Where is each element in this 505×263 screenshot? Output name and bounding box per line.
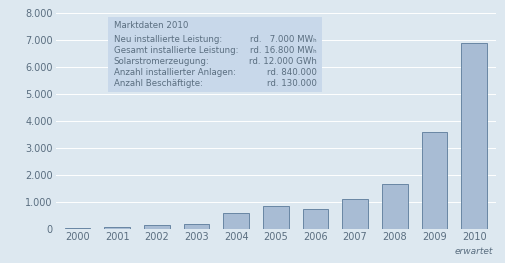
Bar (263, 206, 288, 229)
Text: Marktdaten 2010: Marktdaten 2010 (114, 21, 188, 30)
Text: Anzahl Beschäftigte:: Anzahl Beschäftigte: (114, 79, 203, 88)
Bar (104, 227, 130, 229)
Bar (223, 213, 248, 229)
Bar (302, 209, 328, 229)
Bar (421, 132, 446, 229)
FancyBboxPatch shape (108, 17, 321, 92)
Text: Neu installierte Leistung:: Neu installierte Leistung: (114, 36, 222, 44)
Text: Anzahl installierter Anlagen:: Anzahl installierter Anlagen: (114, 68, 235, 77)
Text: rd. 840.000: rd. 840.000 (266, 68, 316, 77)
Bar (65, 227, 90, 229)
Bar (143, 225, 169, 229)
Text: Solarstromerzeugung:: Solarstromerzeugung: (114, 57, 209, 66)
Bar (183, 224, 209, 229)
Bar (341, 199, 367, 229)
Text: rd. 12.000 GWh: rd. 12.000 GWh (248, 57, 316, 66)
Bar (381, 184, 407, 229)
Text: Gesamt installierte Leistung:: Gesamt installierte Leistung: (114, 46, 238, 55)
Text: rd. 16.800 MWₕ: rd. 16.800 MWₕ (249, 46, 316, 55)
Text: erwartet: erwartet (454, 247, 492, 256)
Text: rd.   7.000 MWₕ: rd. 7.000 MWₕ (249, 36, 316, 44)
Bar (460, 43, 486, 229)
Text: rd. 130.000: rd. 130.000 (266, 79, 316, 88)
